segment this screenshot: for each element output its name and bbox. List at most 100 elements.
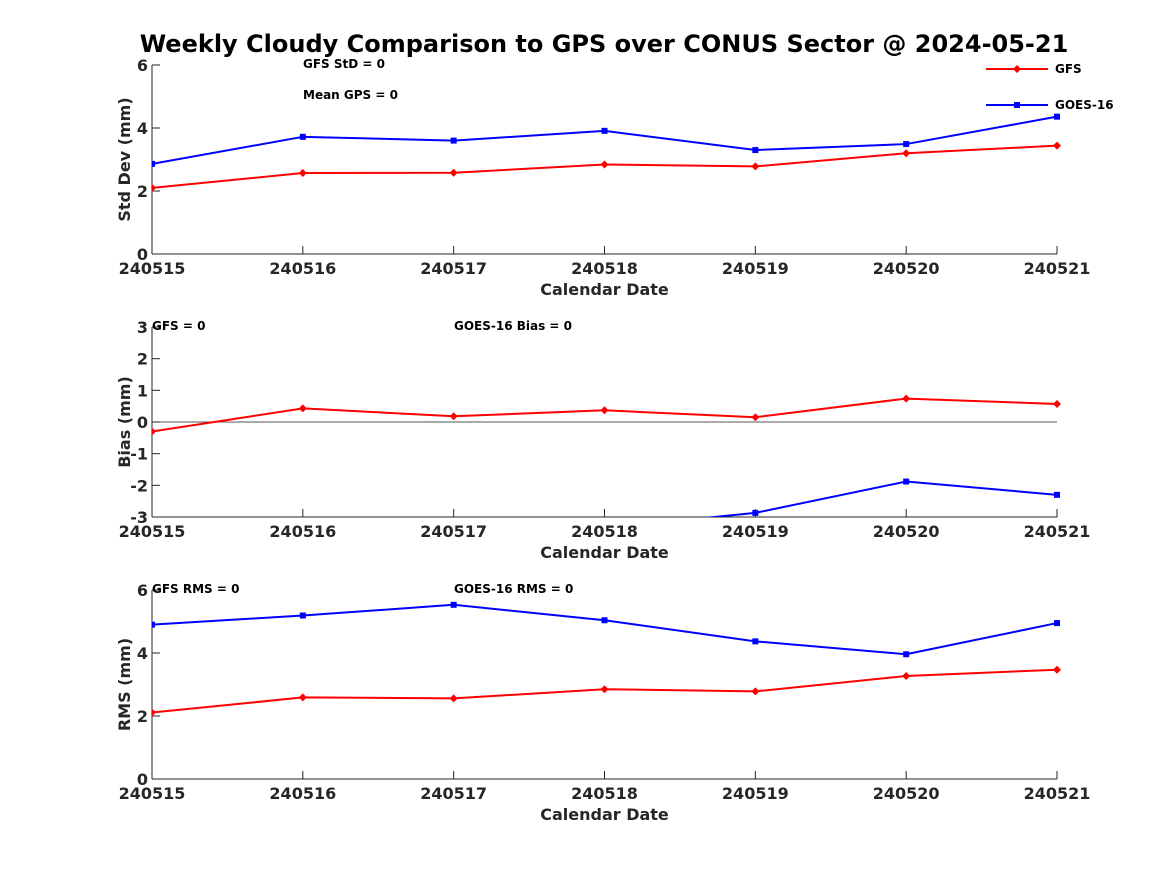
legend-entry-goes-16: GOES-16	[986, 98, 1114, 112]
stat-annotation: Mean GPS = 0	[303, 88, 398, 102]
x-tick-label: 240519	[722, 259, 789, 278]
y-tick-label: 6	[137, 56, 148, 75]
stat-annotation: GFS StD = 0	[303, 57, 385, 71]
x-tick-label: 240520	[873, 522, 940, 541]
data-point-gfs	[298, 169, 307, 178]
y-axis-label: Std Dev (mm)	[115, 97, 134, 221]
data-point-gfs	[751, 413, 760, 422]
data-point-gfs	[600, 685, 609, 694]
panel-3: 0 2 4 6 240515 240516 240517 240518 240519 240520…	[115, 581, 1090, 824]
data-point-gfs	[902, 394, 911, 403]
data-point-gfs	[152, 183, 156, 192]
data-point-goes-16	[1054, 491, 1060, 498]
data-point-goes-16	[152, 160, 155, 167]
y-tick-label: 6	[137, 581, 148, 600]
data-point-gfs	[902, 149, 911, 158]
x-axis-label: Calendar Date	[540, 543, 669, 562]
stat-annotation: GFS RMS = 0	[152, 582, 239, 596]
data-point-goes-16	[752, 509, 759, 516]
data-point-gfs	[152, 708, 156, 717]
x-tick-label: 240518	[571, 784, 638, 803]
x-tick-label: 240516	[269, 522, 336, 541]
x-tick-label: 240518	[571, 259, 638, 278]
legend-label: GFS	[1055, 62, 1082, 76]
data-point-goes-16	[1054, 620, 1060, 627]
x-tick-label: 240519	[722, 522, 789, 541]
stat-annotation: GOES-16 Bias = 0	[454, 319, 572, 333]
x-tick-label: 240518	[571, 522, 638, 541]
data-point-gfs	[902, 671, 911, 680]
legend-marker	[1014, 102, 1020, 108]
legend-marker	[1013, 65, 1021, 73]
y-tick-label: -3	[130, 508, 148, 527]
x-tick-label: 240516	[269, 784, 336, 803]
y-tick-label: 0	[137, 770, 148, 789]
data-point-gfs	[449, 694, 458, 703]
data-point-gfs	[600, 406, 609, 415]
data-point-gfs	[449, 412, 458, 421]
data-point-gfs	[152, 427, 156, 436]
data-point-goes-16	[601, 127, 608, 134]
data-point-gfs	[1053, 399, 1061, 408]
data-point-goes-16	[450, 601, 457, 608]
panels: 0 2 4 6 240515 240516 240517 240518 240519 240520…	[115, 56, 1090, 824]
data-point-goes-16	[903, 651, 910, 658]
x-tick-label: 240516	[269, 259, 336, 278]
x-tick-label: 240519	[722, 784, 789, 803]
x-tick-label: 240520	[873, 784, 940, 803]
data-point-goes-16	[752, 638, 759, 645]
y-tick-label: 2	[137, 707, 148, 726]
x-tick-label: 240515	[119, 784, 186, 803]
data-point-goes-16	[903, 478, 910, 485]
x-tick-label: 240515	[119, 259, 186, 278]
x-tick-label: 240517	[420, 259, 487, 278]
data-point-goes-16	[1054, 113, 1060, 120]
data-point-gfs	[1053, 665, 1061, 674]
plot-area	[152, 394, 1061, 517]
y-tick-label: 4	[137, 119, 148, 138]
y-tick-label: 3	[137, 318, 148, 337]
x-tick-label: 240517	[420, 784, 487, 803]
x-axis-label: Calendar Date	[540, 805, 669, 824]
panel-1: 0 2 4 6 240515 240516 240517 240518 240519 240520…	[115, 56, 1090, 299]
data-point-gfs	[751, 162, 760, 171]
legend-label: GOES-16	[1055, 98, 1114, 112]
y-tick-label: 2	[137, 350, 148, 369]
data-point-goes-16	[752, 147, 759, 154]
y-axis-label: RMS (mm)	[115, 638, 134, 731]
figure-title: Weekly Cloudy Comparison to GPS over CON…	[140, 30, 1069, 58]
legend-entry-gfs: GFS	[986, 62, 1082, 76]
y-tick-label: -1	[130, 445, 148, 464]
x-tick-label: 240520	[873, 259, 940, 278]
series-line-goes-16	[152, 115, 1058, 165]
y-tick-label: 2	[137, 182, 148, 201]
data-point-goes-16	[299, 612, 306, 619]
stat-annotation: GFS = 0	[152, 319, 205, 333]
data-point-goes-16	[903, 141, 910, 148]
y-tick-label: 1	[137, 381, 148, 400]
data-point-gfs	[449, 168, 458, 177]
x-axis-label: Calendar Date	[540, 280, 669, 299]
x-tick-label: 240515	[119, 522, 186, 541]
y-axis-label: Bias (mm)	[115, 376, 134, 468]
data-point-gfs	[751, 687, 760, 696]
data-point-gfs	[1053, 141, 1061, 150]
series-line-goes-16	[152, 603, 1058, 656]
y-tick-label: 0	[137, 413, 148, 432]
series-line-gfs	[152, 397, 1058, 433]
data-point-goes-16	[152, 621, 155, 628]
data-point-goes-16	[299, 133, 306, 140]
y-tick-label: -2	[130, 476, 148, 495]
x-tick-label: 240521	[1024, 259, 1091, 278]
plot-area	[152, 113, 1061, 192]
stat-annotation: GOES-16 RMS = 0	[454, 582, 573, 596]
data-point-goes-16	[601, 617, 608, 624]
data-point-goes-16	[450, 137, 457, 144]
data-point-gfs	[298, 693, 307, 702]
x-tick-label: 240521	[1024, 784, 1091, 803]
x-tick-label: 240521	[1024, 522, 1091, 541]
data-point-gfs	[298, 404, 307, 413]
y-tick-label: 4	[137, 644, 148, 663]
plot-area	[152, 601, 1061, 717]
